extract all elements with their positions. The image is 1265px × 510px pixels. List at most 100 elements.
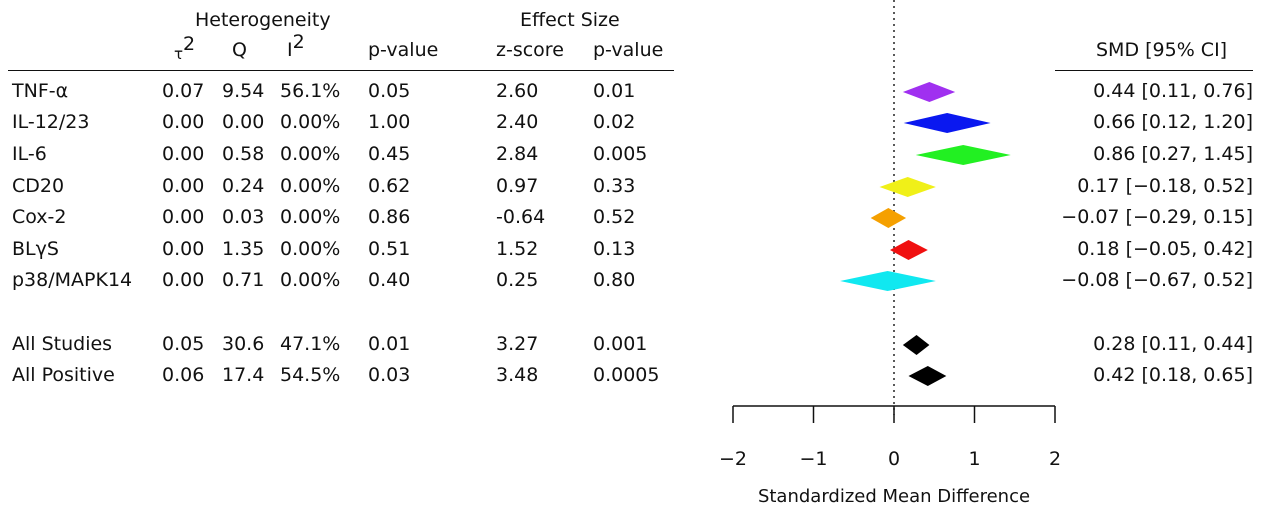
row-label: IL-12/23	[12, 111, 90, 133]
x-axis-label: Standardized Mean Difference	[758, 486, 1030, 507]
het-pvalue-cell: 0.03	[368, 364, 411, 386]
het-pvalue-cell: 0.05	[368, 80, 411, 102]
tau2-cell: 0.00	[162, 269, 205, 291]
x-tick-label: 0	[888, 448, 900, 470]
q-cell: 17.4	[222, 364, 265, 386]
x-tick-label: 1	[968, 448, 980, 470]
heterogeneity-header: Heterogeneity	[195, 9, 331, 31]
eff-pvalue-header: p-value	[593, 39, 664, 61]
q-cell: 30.6	[222, 333, 265, 355]
eff-pvalue-cell: 0.01	[593, 80, 636, 102]
smd-ci-cell: −0.07 [−0.29, 0.15]	[1061, 206, 1253, 228]
diamond-cox-2	[870, 208, 907, 228]
q-cell: 0.03	[222, 206, 265, 228]
zscore-cell: -0.64	[496, 206, 546, 228]
tau2-header: τ2	[174, 35, 195, 62]
diamond-all-studies	[902, 335, 930, 355]
q-cell: 9.54	[222, 80, 265, 102]
het-pvalue-cell: 1.00	[368, 111, 411, 133]
het-pvalue-cell: 0.86	[368, 206, 411, 228]
row-label: All Studies	[12, 333, 113, 355]
smd-ci-cell: 0.86 [0.27, 1.45]	[1093, 143, 1253, 165]
row-label: p38/MAPK14	[12, 269, 133, 291]
zscore-header: z-score	[496, 39, 564, 61]
het-pvalue-cell: 0.62	[368, 175, 411, 197]
zscore-cell: 0.97	[496, 175, 539, 197]
i2-cell: 0.00%	[280, 206, 341, 228]
eff-pvalue-cell: 0.13	[593, 238, 636, 260]
tau2-header-sup: 2	[183, 33, 196, 55]
tau2-cell: 0.00	[162, 206, 205, 228]
x-tick-label: −1	[799, 448, 827, 470]
zscore-cell: 3.48	[496, 364, 539, 386]
i2-header: I2	[287, 33, 305, 60]
x-tick-label: −2	[719, 448, 747, 470]
tau2-cell: 0.06	[162, 364, 205, 386]
smd-ci-cell: −0.08 [−0.67, 0.52]	[1061, 269, 1253, 291]
eff-pvalue-cell: 0.0005	[593, 364, 660, 386]
q-cell: 1.35	[222, 238, 265, 260]
i2-cell: 0.00%	[280, 238, 341, 260]
zscore-cell: 2.84	[496, 143, 539, 165]
effect-size-header: Effect Size	[520, 9, 620, 31]
het-pvalue-cell: 0.51	[368, 238, 411, 260]
diamond-il-12-23	[903, 113, 991, 133]
zscore-cell: 2.40	[496, 111, 539, 133]
zscore-cell: 2.60	[496, 80, 539, 102]
tau2-cell: 0.00	[162, 175, 205, 197]
zscore-cell: 1.52	[496, 238, 539, 260]
tau2-cell: 0.00	[162, 143, 205, 165]
row-label: TNF-α	[12, 80, 69, 102]
smd-ci-cell: 0.42 [0.18, 0.65]	[1093, 364, 1253, 386]
het-pvalue-cell: 0.40	[368, 269, 411, 291]
tau2-header-symbol: τ	[174, 45, 184, 63]
eff-pvalue-cell: 0.52	[593, 206, 636, 228]
i2-header-symbol: I	[287, 39, 293, 61]
smd-header-rule	[1055, 70, 1253, 71]
diamond-tnf-	[902, 82, 956, 102]
tau2-cell: 0.00	[162, 111, 205, 133]
i2-cell: 0.00%	[280, 111, 341, 133]
smd-ci-cell: 0.18 [−0.05, 0.42]	[1077, 238, 1253, 260]
i2-cell: 0.00%	[280, 175, 341, 197]
zscore-cell: 0.25	[496, 269, 539, 291]
row-label: IL-6	[12, 143, 47, 165]
smd-ci-cell: 0.66 [0.12, 1.20]	[1093, 111, 1253, 133]
x-tick-label: 2	[1049, 448, 1061, 470]
row-label: Cox-2	[12, 206, 67, 228]
tau2-cell: 0.05	[162, 333, 205, 355]
i2-cell: 0.00%	[280, 269, 341, 291]
zscore-cell: 3.27	[496, 333, 539, 355]
diamond-bl-s	[889, 240, 928, 260]
q-cell: 0.00	[222, 111, 265, 133]
q-cell: 0.71	[222, 269, 265, 291]
smd-ci-cell: 0.28 [0.11, 0.44]	[1093, 333, 1253, 355]
smd-ci-header: SMD [95% CI]	[1096, 39, 1228, 61]
row-label: BLγS	[12, 238, 59, 260]
eff-pvalue-cell: 0.001	[593, 333, 648, 355]
i2-header-sup: 2	[292, 31, 305, 53]
eff-pvalue-cell: 0.005	[593, 143, 648, 165]
i2-cell: 47.1%	[280, 333, 341, 355]
het-pvalue-header: p-value	[368, 39, 439, 61]
smd-ci-cell: 0.17 [−0.18, 0.52]	[1077, 175, 1253, 197]
q-cell: 0.24	[222, 175, 265, 197]
smd-ci-cell: 0.44 [0.11, 0.76]	[1093, 80, 1253, 102]
q-header: Q	[232, 39, 247, 61]
row-label: CD20	[12, 175, 65, 197]
row-label: All Positive	[12, 364, 115, 386]
q-cell: 0.58	[222, 143, 265, 165]
diamond-all-positive	[908, 366, 947, 386]
i2-cell: 54.5%	[280, 364, 341, 386]
tau2-cell: 0.00	[162, 238, 205, 260]
eff-pvalue-cell: 0.02	[593, 111, 636, 133]
het-pvalue-cell: 0.01	[368, 333, 411, 355]
diamond-il-6	[915, 145, 1011, 165]
eff-pvalue-cell: 0.80	[593, 269, 636, 291]
diamond-cd20	[879, 177, 936, 197]
i2-cell: 56.1%	[280, 80, 341, 102]
diamond-p38-mapk14	[840, 271, 936, 291]
table-header-rule	[8, 70, 674, 71]
eff-pvalue-cell: 0.33	[593, 175, 636, 197]
